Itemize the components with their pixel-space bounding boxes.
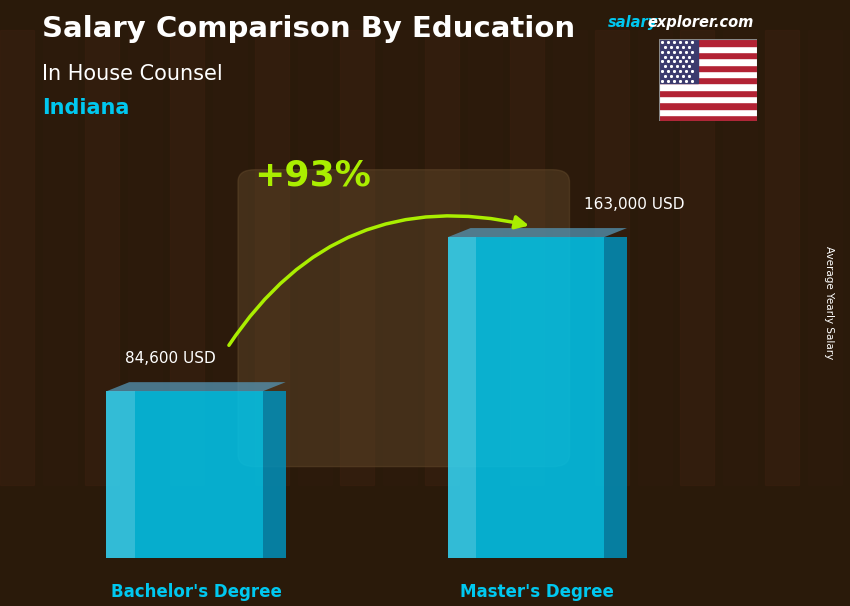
Text: Salary Comparison By Education: Salary Comparison By Education: [42, 15, 575, 43]
Bar: [42, 30, 76, 485]
Bar: [425, 30, 459, 485]
Text: Bachelor's Degree: Bachelor's Degree: [110, 583, 281, 601]
Bar: [659, 39, 698, 84]
Bar: [659, 39, 756, 45]
Text: +93%: +93%: [254, 158, 371, 192]
Polygon shape: [106, 391, 134, 558]
Bar: [659, 58, 756, 65]
Bar: [170, 30, 204, 485]
Bar: [765, 30, 799, 485]
Bar: [659, 96, 756, 102]
Bar: [659, 102, 756, 108]
Bar: [468, 30, 502, 485]
Bar: [638, 30, 672, 485]
Bar: [0, 30, 34, 485]
Bar: [659, 90, 756, 96]
Bar: [298, 30, 332, 485]
Bar: [659, 108, 756, 115]
Bar: [659, 115, 756, 121]
Bar: [85, 30, 119, 485]
Bar: [659, 71, 756, 77]
Bar: [659, 52, 756, 58]
Polygon shape: [106, 391, 263, 558]
Bar: [659, 77, 756, 84]
Polygon shape: [448, 237, 604, 558]
Polygon shape: [604, 237, 627, 558]
Bar: [510, 30, 544, 485]
FancyBboxPatch shape: [238, 170, 570, 467]
Bar: [808, 30, 842, 485]
Bar: [659, 65, 756, 71]
Bar: [128, 30, 162, 485]
Text: 84,600 USD: 84,600 USD: [125, 351, 216, 366]
Polygon shape: [448, 237, 476, 558]
Text: salary: salary: [608, 15, 658, 30]
Text: 163,000 USD: 163,000 USD: [584, 197, 684, 211]
Text: Master's Degree: Master's Degree: [461, 583, 615, 601]
Text: In House Counsel: In House Counsel: [42, 64, 224, 84]
Bar: [255, 30, 289, 485]
Bar: [659, 45, 756, 52]
Bar: [382, 30, 416, 485]
Text: Indiana: Indiana: [42, 98, 130, 118]
Polygon shape: [263, 391, 286, 558]
Bar: [595, 30, 629, 485]
Polygon shape: [448, 228, 627, 237]
Bar: [659, 84, 756, 90]
Text: explorer.com: explorer.com: [648, 15, 754, 30]
Text: Average Yearly Salary: Average Yearly Salary: [824, 247, 834, 359]
Bar: [552, 30, 586, 485]
Bar: [722, 30, 756, 485]
Bar: [680, 30, 714, 485]
Bar: [212, 30, 246, 485]
FancyArrowPatch shape: [229, 216, 525, 345]
Bar: [340, 30, 374, 485]
Polygon shape: [106, 382, 286, 391]
